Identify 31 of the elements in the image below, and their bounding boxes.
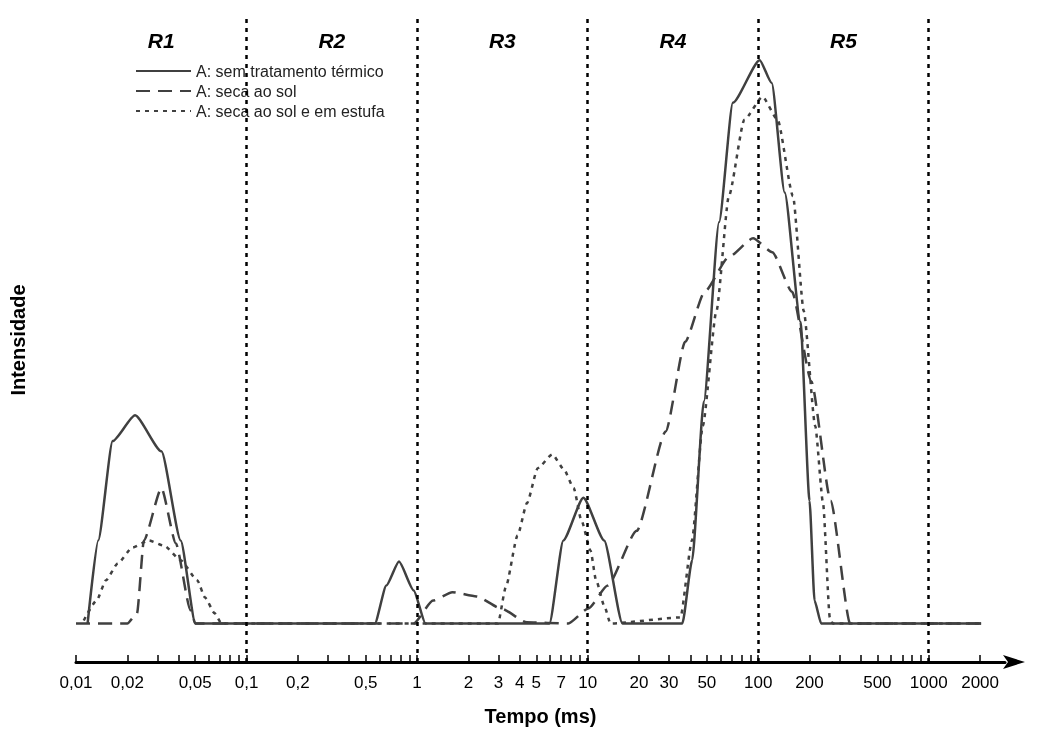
x-tick-label: 0,5: [353, 673, 378, 692]
x-tick-label: 1000: [909, 673, 948, 692]
x-tick-label: 200: [795, 673, 824, 692]
text: R2: [318, 28, 346, 52]
x-tick-label: 4: [515, 673, 525, 692]
x-tick-label: 3: [493, 673, 504, 692]
x-tick-label: 7: [556, 673, 566, 692]
x-tick-label: 30: [659, 673, 679, 692]
x-tick-label: 2000: [961, 673, 999, 692]
legend-label: A: sem tratamento térmico: [196, 62, 384, 80]
x-tick-label: 0,1: [234, 673, 259, 692]
text: R3: [488, 28, 517, 52]
x-tick-label: 2: [463, 673, 474, 692]
x-tick-label: 5: [531, 673, 542, 692]
x-axis-title: Tempo (ms): [484, 705, 597, 727]
y-axis-title: Intensidade: [7, 284, 29, 396]
text: R1: [147, 28, 175, 52]
x-tick-label: 0,01: [59, 673, 93, 692]
x-tick-label: 50: [697, 673, 717, 692]
x-tick-label: 0,2: [286, 673, 310, 692]
x-tick-label: 0,05: [178, 673, 212, 692]
legend-label: A: seca ao sol e em estufa: [196, 102, 385, 120]
x-tick-label: 20: [629, 673, 649, 692]
x-tick-label: 500: [863, 673, 892, 692]
x-tick-label: 1: [412, 673, 422, 692]
legend-label: A: seca ao sol: [196, 82, 297, 100]
x-tick-label: 0,02: [110, 673, 144, 692]
text: R5: [830, 28, 858, 52]
text: R4: [659, 28, 687, 52]
x-tick-label: 100: [744, 673, 773, 692]
x-tick-label: 10: [578, 673, 598, 692]
